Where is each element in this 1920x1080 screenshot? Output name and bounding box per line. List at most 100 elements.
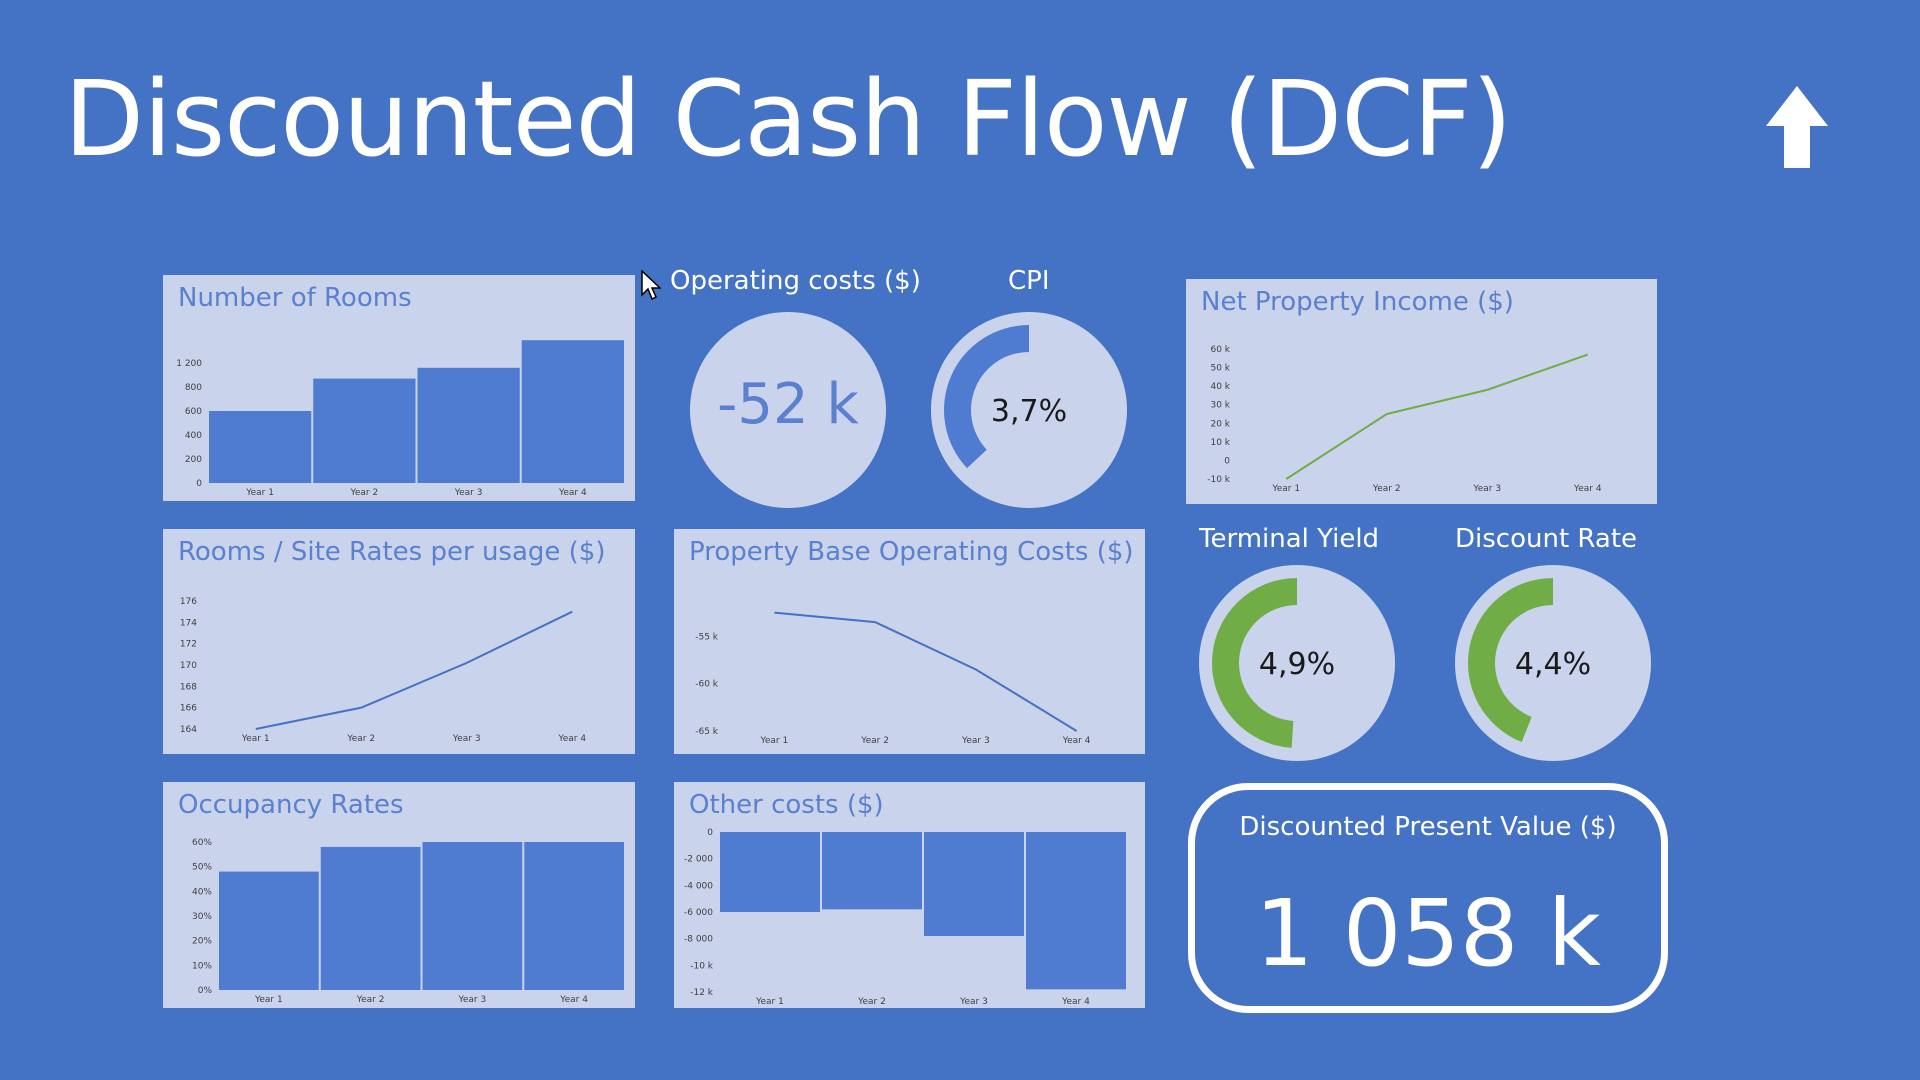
gauge-cpi-arc (944, 325, 1029, 469)
rooms-bar (313, 378, 416, 483)
other-xtick-label: Year 2 (857, 997, 886, 1007)
pboc-xtick-label: Year 3 (961, 736, 990, 746)
rooms-ytick-label: 200 (185, 455, 202, 465)
mouse-cursor-icon (641, 270, 661, 301)
occupancy-bar (219, 871, 319, 990)
npi-ytick-label: 60 k (1210, 345, 1230, 355)
occupancy-ytick-label: 50% (192, 863, 212, 873)
rooms-xtick-label: Year 1 (245, 488, 274, 498)
rates-chart-panel: Rooms / Site Rates per usage ($) 176 174 1… (163, 529, 635, 754)
cpi-gauge: 3,7% (931, 312, 1127, 508)
gauge-ty-value: 4,9% (1259, 647, 1335, 682)
occupancy-xtick-label: Year 1 (254, 995, 283, 1005)
rates-ytick-label: 168 (180, 682, 197, 692)
npi-ytick-label: 0 (1224, 456, 1230, 466)
gauge-dr-arc (1468, 578, 1553, 743)
npi-chart-panel: Net Property Income ($) 60 k 50 k 40 k 30 k… (1186, 279, 1657, 504)
npi-xtick-label: Year 3 (1472, 484, 1501, 494)
npi-ytick-label: 30 k (1210, 401, 1230, 411)
pboc-chart: -55 k -60 k -65 k Year 1 Year 2 Year 3 Year 4 (695, 611, 1091, 746)
rates-ytick-label: 176 (180, 597, 197, 607)
other-ytick-label: -12 k (690, 988, 714, 998)
rates-chart-title: Rooms / Site Rates per usage ($) (178, 537, 606, 567)
other-costs-chart: 0 -2 000 -4 000 -6 000 -8 000 -10 k -12 k Year … (684, 828, 1126, 1007)
rates-xtick-label: Year 3 (452, 734, 481, 744)
rooms-chart-panel: Number of Rooms 1 200 800 600 400 200 0 Year 1… (163, 275, 635, 501)
npi-ytick-label: 50 k (1210, 364, 1230, 374)
rates-ytick-label: 174 (180, 618, 197, 628)
gauge-dr-value: 4,4% (1515, 647, 1591, 682)
rooms-ytick-label: 400 (185, 431, 202, 441)
pboc-ytick-label: -55 k (695, 632, 719, 642)
occupancy-chart: 60% 50% 40% 30% 20% 10% 0% Year 1 Year 2 Year 3 Ye… (192, 838, 624, 1005)
occupancy-ytick-label: 0% (198, 986, 213, 996)
npi-line (1285, 353, 1589, 480)
occupancy-bar (524, 842, 624, 990)
rooms-ytick-label: 0 (196, 479, 202, 489)
occupancy-bar (422, 842, 523, 990)
occupancy-ytick-label: 30% (192, 912, 212, 922)
rooms-bar (209, 411, 312, 483)
operating-costs-label: Operating costs ($) (670, 266, 921, 296)
npi-chart: 60 k 50 k 40 k 30 k 20 k 10 k 0 -10 k Year 1 Year… (1207, 345, 1602, 494)
arrow-up-icon[interactable] (1762, 82, 1832, 172)
discounted-present-value-card: Discounted Present Value ($) 1 058 k (1188, 783, 1668, 1013)
dpv-value: 1 058 k (1255, 880, 1601, 987)
rates-chart: 176 174 172 170 168 166 164 Year 1 Year 2 Year 3 Y… (180, 597, 587, 744)
occupancy-ytick-label: 10% (192, 961, 212, 971)
occupancy-ytick-label: 20% (192, 937, 212, 947)
rates-xtick-label: Year 1 (241, 734, 270, 744)
other-ytick-label: 0 (707, 828, 713, 838)
rooms-xtick-label: Year 2 (350, 488, 379, 498)
npi-chart-title: Net Property Income ($) (1201, 287, 1514, 317)
other-bar (924, 832, 1024, 936)
other-xtick-label: Year 4 (1061, 997, 1090, 1007)
rates-xtick-label: Year 2 (346, 734, 375, 744)
other-bar (822, 832, 922, 910)
pboc-chart-title: Property Base Operating Costs ($) (689, 537, 1134, 567)
gauge-cpi-value: 3,7% (991, 394, 1067, 429)
occupancy-ytick-label: 60% (192, 838, 212, 848)
other-xtick-label: Year 3 (959, 997, 988, 1007)
terminal-yield-label: Terminal Yield (1199, 524, 1380, 554)
page-title: Discounted Cash Flow (DCF) (64, 58, 1512, 180)
rates-xtick-label: Year 4 (557, 734, 586, 744)
cpi-label: CPI (1008, 266, 1050, 296)
npi-xtick-label: Year 1 (1271, 484, 1300, 494)
rates-line (255, 610, 573, 730)
npi-xtick-label: Year 2 (1372, 484, 1401, 494)
pboc-chart-panel: Property Base Operating Costs ($) -55 k -… (674, 529, 1145, 754)
other-ytick-label: -6 000 (684, 908, 713, 918)
other-costs-chart-panel: Other costs ($) 0 -2 000 -4 000 -6 000 -8 00… (674, 782, 1145, 1008)
gauge-ty-arc (1211, 578, 1297, 748)
other-ytick-label: -8 000 (684, 935, 713, 945)
occupancy-chart-panel: Occupancy Rates 60% 50% 40% 30% 20% 10% 0% Year… (163, 782, 635, 1008)
pboc-line (774, 611, 1078, 732)
npi-xtick-label: Year 4 (1573, 484, 1602, 494)
rates-ytick-label: 166 (180, 704, 197, 714)
other-bar (720, 832, 820, 912)
npi-ytick-label: 40 k (1210, 382, 1230, 392)
rooms-bar (521, 340, 624, 483)
rooms-chart: 1 200 800 600 400 200 0 Year 1 Year 2 Year 3 Year… (176, 340, 624, 498)
operating-costs-card: -52 k (690, 312, 886, 508)
terminal-yield-gauge: 4,9% (1199, 565, 1395, 761)
occupancy-bar (320, 846, 421, 990)
npi-ytick-label: -10 k (1207, 475, 1231, 485)
pboc-ytick-label: -65 k (695, 727, 719, 737)
discount-rate-label: Discount Rate (1455, 524, 1638, 554)
other-ytick-label: -4 000 (684, 881, 713, 891)
rooms-ytick-label: 600 (185, 407, 202, 417)
rooms-ytick-label: 1 200 (176, 359, 202, 369)
occupancy-xtick-label: Year 2 (356, 995, 385, 1005)
occupancy-xtick-label: Year 4 (559, 995, 588, 1005)
rates-ytick-label: 164 (180, 725, 197, 735)
rooms-xtick-label: Year 4 (558, 488, 587, 498)
npi-ytick-label: 10 k (1210, 438, 1230, 448)
pboc-xtick-label: Year 4 (1062, 736, 1091, 746)
occupancy-ytick-label: 40% (192, 887, 212, 897)
discount-rate-gauge: 4,4% (1455, 565, 1651, 761)
pboc-xtick-label: Year 1 (760, 736, 789, 746)
rates-ytick-label: 170 (180, 661, 197, 671)
rooms-bar (417, 367, 520, 483)
